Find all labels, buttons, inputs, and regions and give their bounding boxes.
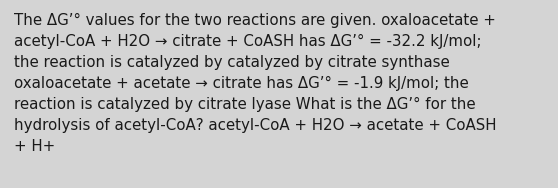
Text: The ΔG’° values for the two reactions are given. oxaloacetate +
acetyl-CoA + H2O: The ΔG’° values for the two reactions ar… — [14, 13, 497, 154]
